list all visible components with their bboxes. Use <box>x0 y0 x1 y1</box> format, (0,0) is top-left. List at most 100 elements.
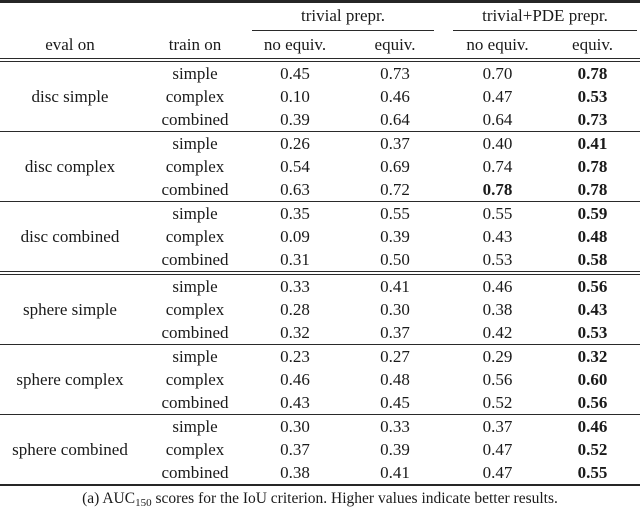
value-cell: 0.09 <box>280 227 310 246</box>
value-cell: 0.39 <box>380 227 410 246</box>
table-row: complex 0.54 0.69 0.74 0.78 <box>0 155 640 178</box>
value-cell: 0.37 <box>380 134 410 153</box>
col-header-no-equiv-2: no equiv. <box>466 34 529 54</box>
single-rule <box>0 201 640 202</box>
caption-metric-subscript: 150 <box>135 497 152 509</box>
value-cell: 0.55 <box>577 463 608 482</box>
value-cell: 0.27 <box>380 347 410 366</box>
eval-on-cell: disc complex <box>24 157 116 176</box>
value-cell: 0.43 <box>482 227 513 246</box>
eval-on-cell: sphere combined <box>12 440 128 459</box>
table-row: combined 0.63 0.72 0.78 0.78 <box>0 178 640 201</box>
value-cell: 0.41 <box>380 277 410 296</box>
value-cell: 0.38 <box>280 463 310 482</box>
value-cell: 0.47 <box>482 463 513 482</box>
value-cell: 0.72 <box>380 180 410 199</box>
caption-label: (a) <box>82 490 100 507</box>
train-on-cell: complex <box>165 87 225 106</box>
value-cell: 0.46 <box>280 370 310 389</box>
header-double-rule <box>0 58 640 62</box>
value-cell: 0.56 <box>577 393 608 412</box>
value-cell: 0.78 <box>577 157 608 176</box>
train-on-cell: combined <box>161 463 229 482</box>
span-header-trivial-label: trivial prepr. <box>252 3 434 31</box>
train-on-cell: complex <box>165 300 225 319</box>
value-cell: 0.52 <box>482 393 513 412</box>
table-row: disc combined simple 0.35 0.55 0.55 0.59 <box>0 202 640 246</box>
col-header-eval-on: eval on <box>45 34 95 54</box>
value-cell: 0.43 <box>280 393 310 412</box>
value-cell: 0.52 <box>577 440 608 459</box>
value-cell: 0.26 <box>280 134 310 153</box>
value-cell: 0.73 <box>577 110 608 129</box>
value-cell: 0.32 <box>280 323 310 342</box>
value-cell: 0.73 <box>380 64 410 83</box>
value-cell: 0.46 <box>577 417 608 436</box>
train-on-cell: simple <box>172 204 218 223</box>
value-cell: 0.47 <box>482 87 513 106</box>
value-cell: 0.37 <box>482 417 513 436</box>
eval-on-cell: sphere complex <box>16 370 124 389</box>
value-cell: 0.56 <box>482 370 513 389</box>
value-cell: 0.78 <box>577 180 608 199</box>
col-header-equiv-1: equiv. <box>374 34 416 54</box>
caption-metric: AUC <box>102 490 136 507</box>
value-cell: 0.53 <box>482 250 513 269</box>
value-cell: 0.48 <box>380 370 410 389</box>
value-cell: 0.38 <box>482 300 513 319</box>
eval-on-cell: sphere simple <box>23 300 117 319</box>
value-cell: 0.31 <box>280 250 310 269</box>
single-rule <box>0 414 640 415</box>
span-header-trivial-pde-label: trivial+PDE prepr. <box>453 3 638 31</box>
table-body: disc simple simple 0.45 0.73 0.70 0.78 complex… <box>0 62 640 485</box>
value-cell: 0.60 <box>577 370 608 389</box>
value-cell: 0.47 <box>482 440 513 459</box>
value-cell: 0.42 <box>482 323 513 342</box>
value-cell: 0.32 <box>577 347 608 366</box>
value-cell: 0.64 <box>380 110 410 129</box>
value-cell: 0.50 <box>380 250 410 269</box>
value-cell: 0.69 <box>380 157 410 176</box>
single-rule <box>0 344 640 345</box>
value-cell: 0.48 <box>577 227 608 246</box>
value-cell: 0.37 <box>380 323 410 342</box>
value-cell: 0.53 <box>577 323 608 342</box>
col-header-no-equiv-1: no equiv. <box>263 34 327 54</box>
value-cell: 0.43 <box>577 300 608 319</box>
value-cell: 0.30 <box>280 417 310 436</box>
train-on-cell: complex <box>165 440 225 459</box>
value-cell: 0.55 <box>380 204 410 223</box>
table-row: complex 0.10 0.46 0.47 0.53 <box>0 85 640 108</box>
value-cell: 0.46 <box>380 87 410 106</box>
value-cell: 0.58 <box>577 250 608 269</box>
column-header-row: eval on train on no equiv. equiv. no equ… <box>0 31 640 58</box>
train-on-cell: simple <box>172 347 218 366</box>
train-on-cell: simple <box>172 64 218 83</box>
table-row: sphere simple simple 0.33 0.41 0.46 0.56 <box>0 275 640 319</box>
value-cell: 0.40 <box>482 134 513 153</box>
train-on-cell: complex <box>165 227 225 246</box>
train-on-cell: combined <box>161 323 229 342</box>
value-cell: 0.39 <box>380 440 410 459</box>
value-cell: 0.78 <box>577 64 608 83</box>
train-on-cell: combined <box>161 393 229 412</box>
value-cell: 0.29 <box>482 347 513 366</box>
table-row: disc complex simple 0.26 0.37 0.40 0.41 <box>0 132 640 176</box>
value-cell: 0.45 <box>380 393 410 412</box>
value-cell: 0.59 <box>577 204 608 223</box>
value-cell: 0.56 <box>577 277 608 296</box>
caption-text: scores for the IoU criterion. Higher val… <box>155 490 558 507</box>
train-on-cell: simple <box>172 417 218 436</box>
table-row: combined 0.31 0.50 0.53 0.58 <box>0 248 640 271</box>
eval-on-cell: disc simple <box>31 87 109 106</box>
value-cell: 0.46 <box>482 277 513 296</box>
value-cell: 0.78 <box>482 180 513 199</box>
value-cell: 0.35 <box>280 204 310 223</box>
value-cell: 0.10 <box>280 87 310 106</box>
table-row: combined 0.39 0.64 0.64 0.73 <box>0 108 640 131</box>
train-on-cell: simple <box>172 277 218 296</box>
table-row: sphere complex simple 0.23 0.27 0.29 0.32 <box>0 345 640 389</box>
value-cell: 0.70 <box>482 64 513 83</box>
table-row: combined 0.38 0.41 0.47 0.55 <box>0 461 640 485</box>
value-cell: 0.41 <box>577 134 608 153</box>
